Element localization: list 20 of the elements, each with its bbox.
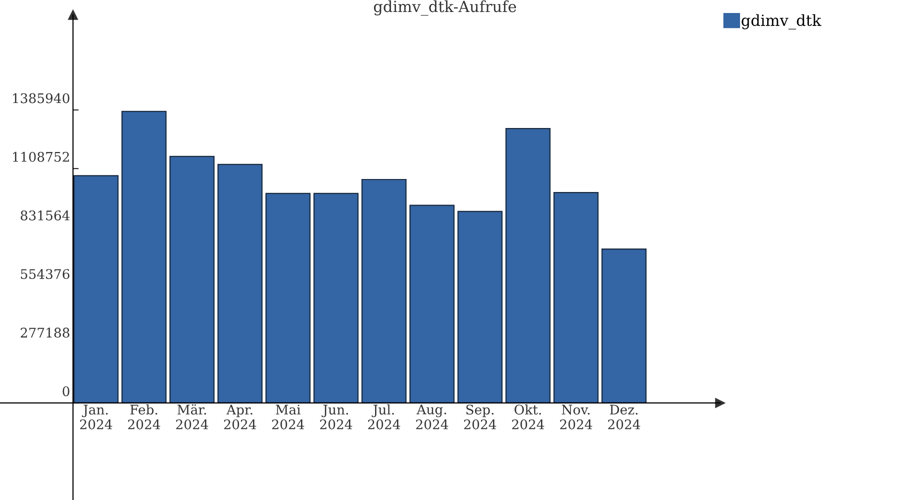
y-tick-label: 831564 bbox=[20, 210, 70, 220]
x-tick-label: Dez. 2024 bbox=[608, 404, 640, 430]
y-tick-label: 277188 bbox=[20, 328, 70, 338]
x-tick-label: Sep. 2024 bbox=[464, 404, 496, 430]
chart-title: gdimv_dtk-Aufrufe bbox=[374, 0, 516, 16]
x-tick-label: Aug. 2024 bbox=[416, 404, 448, 430]
x-tick-label: Okt. 2024 bbox=[512, 404, 544, 430]
y-tick-label: 0 bbox=[62, 386, 70, 396]
x-tick-label: Nov. 2024 bbox=[560, 404, 592, 430]
x-tick-label: Mai 2024 bbox=[272, 404, 304, 430]
x-tick-label: Feb. 2024 bbox=[128, 404, 160, 430]
x-tick-label: Jul. 2024 bbox=[368, 404, 400, 430]
y-tick-label: 1385940 bbox=[13, 93, 70, 104]
x-tick-label: Apr. 2024 bbox=[224, 404, 256, 430]
x-tick-label: Jan. 2024 bbox=[80, 404, 112, 430]
legend-label: gdimv_dtk bbox=[742, 14, 822, 30]
x-tick-label: Mär. 2024 bbox=[176, 404, 208, 430]
y-tick-label: 554376 bbox=[20, 269, 70, 280]
y-tick-label: 1108752 bbox=[13, 152, 69, 162]
x-tick-label: Jun. 2024 bbox=[320, 404, 352, 430]
